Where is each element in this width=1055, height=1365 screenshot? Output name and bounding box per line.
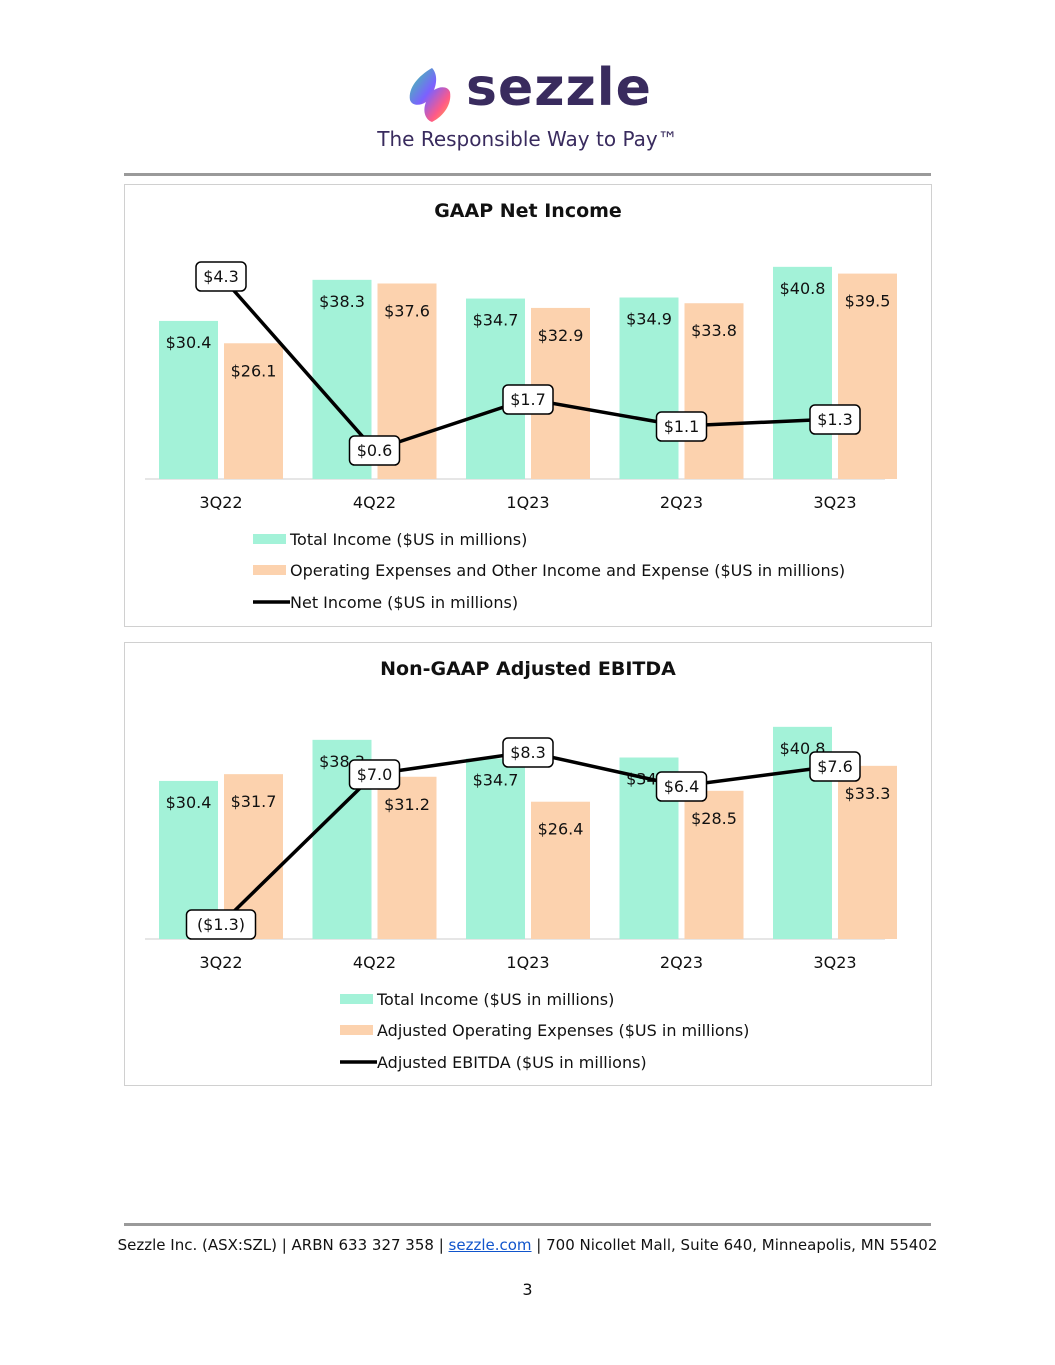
bar-data-label: $38.3 (319, 292, 365, 311)
bar-data-label: $26.4 (538, 820, 584, 839)
line-point-marker (348, 759, 401, 790)
bar-data-label: $33.8 (691, 321, 737, 340)
footer-company: Sezzle Inc. (ASX:SZL) | ARBN 633 327 358… (117, 1236, 449, 1254)
legend-label: Operating Expenses and Other Income and … (290, 561, 845, 580)
bar-income (773, 266, 832, 479)
line-data-label: $1.1 (664, 417, 700, 436)
x-tick-label: 3Q23 (813, 953, 856, 972)
bar-data-label: $31.7 (231, 792, 277, 811)
bar-data-label: $33.3 (845, 784, 891, 803)
footer-website-link[interactable]: sezzle.com (448, 1236, 532, 1254)
bar-data-label: $34.9 (626, 310, 672, 329)
bar-expense (531, 801, 590, 939)
line-point-marker (809, 404, 861, 435)
legend-label: Total Income ($US in millions) (376, 990, 614, 1009)
line-data-label: $1.7 (510, 390, 546, 409)
x-tick-label: 1Q23 (506, 493, 549, 512)
line-point-marker (809, 751, 861, 782)
bar-expense (224, 343, 283, 479)
legend-label: Adjusted Operating Expenses ($US in mill… (377, 1021, 749, 1040)
line-data-label: $0.6 (357, 441, 393, 460)
bar-expense (377, 776, 437, 939)
bar-data-label: $31.2 (384, 795, 430, 814)
bar-expense (684, 303, 744, 479)
line-point-marker (655, 411, 708, 442)
legend-swatch-income (340, 994, 373, 1004)
bar-data-label: $30.4 (166, 793, 212, 812)
footer-divider (124, 1223, 931, 1226)
chart-title: Non-GAAP Adjusted EBITDA (380, 658, 676, 680)
bar-data-label: $34.7 (473, 771, 519, 790)
bar-data-label: $40.8 (780, 279, 826, 298)
bar-data-label: $28.5 (691, 809, 737, 828)
line-point-marker (502, 384, 554, 415)
sezzle-logo-icon (409, 68, 451, 122)
adjusted-ebitda-svg: Non-GAAP Adjusted EBITDA $30.4 $31.7 3Q22 $3… (145, 658, 897, 1072)
bar-income (466, 758, 525, 939)
bar-expense (684, 790, 744, 939)
bar-data-label: $32.9 (538, 326, 584, 345)
line-data-label: $8.3 (510, 743, 546, 762)
legend-swatch-expense (340, 1025, 373, 1035)
adjusted-ebitda-chart: Non-GAAP Adjusted EBITDA $30.4 $31.7 3Q22 $3… (124, 642, 932, 1086)
gaap-net-income-svg: GAAP Net Income $30.4 $26.1 3Q22 $38.3 $37.6 4… (145, 200, 897, 612)
line-data-label: $7.0 (357, 765, 393, 784)
bar-income (159, 320, 218, 479)
line-data-label: ($1.3) (197, 915, 245, 934)
legend-label: Adjusted EBITDA ($US in millions) (377, 1053, 647, 1072)
line-point-marker (502, 737, 554, 768)
x-tick-label: 2Q23 (660, 953, 703, 972)
legend-swatch-expense (253, 565, 286, 575)
footer: Sezzle Inc. (ASX:SZL) | ARBN 633 327 358… (0, 1236, 1055, 1254)
bar-expense (838, 765, 897, 939)
page-number: 3 (522, 1280, 533, 1299)
legend-label: Total Income ($US in millions) (289, 530, 527, 549)
header-divider (124, 173, 931, 176)
gaap-net-income-chart: GAAP Net Income $30.4 $26.1 3Q22 $38.3 $37.6 4… (124, 184, 932, 627)
bar-data-label: $34.7 (473, 311, 519, 330)
line-point-marker (185, 909, 257, 940)
line-point-marker (655, 771, 708, 802)
line-data-label: $4.3 (203, 267, 239, 286)
line-data-label: $6.4 (664, 777, 700, 796)
bar-data-label: $26.1 (231, 361, 277, 380)
line-point-marker (348, 435, 401, 466)
x-tick-label: 3Q22 (199, 953, 242, 972)
bar-data-label: $39.5 (845, 292, 891, 311)
footer-address: | 700 Nicollet Mall, Suite 640, Minneapo… (531, 1236, 938, 1254)
line-data-label: $1.3 (817, 410, 853, 429)
x-tick-label: 2Q23 (660, 493, 703, 512)
legend-swatch-income (253, 534, 286, 544)
line-point-marker (195, 261, 247, 292)
brand-wordmark[interactable]: sezzle (466, 58, 652, 118)
bar-expense (838, 273, 897, 479)
bar-data-label: $30.4 (166, 333, 212, 352)
bar-data-label: $37.6 (384, 301, 430, 320)
x-tick-label: 4Q22 (353, 953, 396, 972)
x-tick-label: 1Q23 (506, 953, 549, 972)
legend-label: Net Income ($US in millions) (290, 593, 518, 612)
brand-tagline: The Responsible Way to Pay™ (377, 127, 678, 151)
bar-income (619, 297, 679, 479)
chart-title: GAAP Net Income (434, 200, 622, 222)
line-data-label: $7.6 (817, 757, 853, 776)
x-tick-label: 3Q22 (199, 493, 242, 512)
x-tick-label: 4Q22 (353, 493, 396, 512)
x-tick-label: 3Q23 (813, 493, 856, 512)
